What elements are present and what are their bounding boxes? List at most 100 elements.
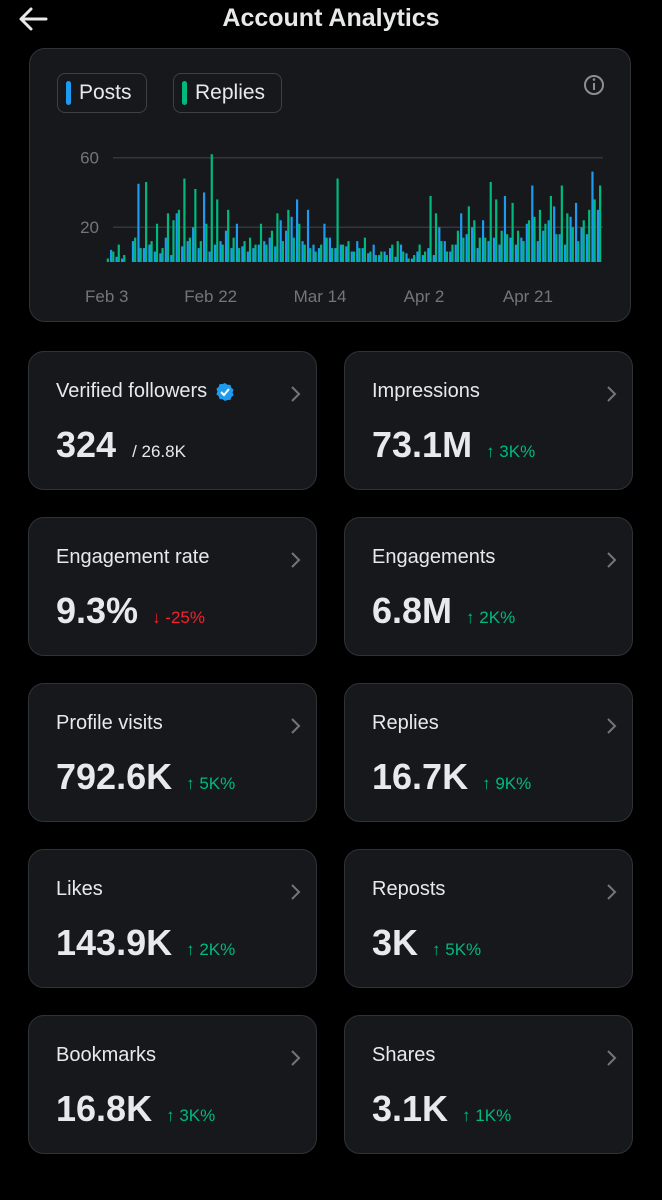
bar bbox=[208, 251, 211, 262]
legend-button[interactable]: Replies bbox=[173, 73, 282, 113]
metric-label: Likes bbox=[56, 878, 103, 900]
bar bbox=[585, 234, 589, 262]
bar bbox=[263, 241, 266, 262]
metric-label: Verified followers bbox=[56, 380, 208, 402]
metric-tile[interactable]: Profile visits 792.6K 5K% bbox=[28, 683, 317, 822]
bar bbox=[290, 216, 293, 262]
bar bbox=[172, 220, 175, 262]
bar bbox=[175, 213, 178, 262]
metric-tile[interactable]: Replies 16.7K 9K% bbox=[344, 683, 633, 822]
bar bbox=[478, 237, 481, 262]
x-tick-label: Feb 22 bbox=[184, 287, 237, 306]
metric-change: 3K% bbox=[166, 1106, 215, 1126]
bar bbox=[276, 213, 279, 262]
bar bbox=[538, 209, 542, 262]
metric-tile[interactable]: Shares 3.1K 1K% bbox=[344, 1015, 633, 1154]
bar bbox=[115, 256, 118, 262]
metric-tile[interactable]: Likes 143.9K 2K% bbox=[28, 849, 317, 988]
bar bbox=[402, 251, 405, 262]
bar bbox=[449, 251, 452, 262]
bar bbox=[295, 199, 299, 262]
bar bbox=[511, 202, 514, 262]
metric-label: Engagements bbox=[372, 546, 496, 568]
metric-change: 3K% bbox=[486, 442, 535, 462]
bar bbox=[112, 251, 115, 262]
bar bbox=[274, 246, 277, 262]
metric-tile[interactable]: Reposts 3K 5K% bbox=[344, 849, 633, 988]
bar bbox=[434, 213, 438, 262]
metric-label-row: Bookmarks bbox=[56, 1044, 156, 1067]
bar bbox=[460, 213, 463, 262]
bar bbox=[361, 248, 364, 262]
bar bbox=[378, 255, 381, 262]
metric-row: 16.8K 3K% bbox=[56, 1088, 215, 1130]
bar bbox=[153, 251, 156, 262]
y-tick-label: 60 bbox=[80, 149, 99, 168]
bar bbox=[145, 182, 148, 262]
bar bbox=[314, 251, 317, 262]
bar bbox=[394, 256, 397, 262]
metric-tile[interactable]: Impressions 73.1M 3K% bbox=[344, 351, 633, 490]
chevron bbox=[607, 1050, 617, 1066]
bar bbox=[443, 241, 446, 262]
bar bbox=[544, 223, 547, 262]
metric-row: 6.8M 2K% bbox=[372, 590, 515, 632]
legend-button[interactable]: Posts bbox=[57, 73, 147, 113]
metric-tile[interactable]: Bookmarks 16.8K 3K% bbox=[28, 1015, 317, 1154]
bar bbox=[139, 248, 142, 262]
bar bbox=[560, 185, 563, 262]
metric-tile[interactable]: Engagements 6.8M 2K% bbox=[344, 517, 633, 656]
bar bbox=[503, 195, 507, 262]
bar bbox=[536, 241, 539, 262]
bar bbox=[374, 255, 377, 262]
bar bbox=[520, 237, 523, 262]
bar bbox=[254, 244, 257, 262]
bar bbox=[367, 253, 370, 262]
metric-label: Reposts bbox=[372, 878, 446, 900]
bar bbox=[407, 258, 410, 262]
page-title: Account Analytics bbox=[222, 4, 440, 32]
bar bbox=[334, 248, 337, 262]
back-button[interactable] bbox=[18, 6, 48, 32]
x-tick-label: Apr 21 bbox=[503, 287, 553, 306]
metric-change: -25% bbox=[152, 608, 205, 628]
bar bbox=[476, 248, 479, 262]
metric-value: 324 bbox=[56, 424, 117, 465]
bar bbox=[498, 244, 501, 262]
bar bbox=[194, 188, 197, 262]
chevron bbox=[291, 386, 301, 402]
bar bbox=[484, 237, 487, 262]
bar bbox=[203, 192, 206, 262]
metric-tile[interactable]: Engagement rate 9.3% -25% bbox=[28, 517, 317, 656]
bar bbox=[580, 227, 583, 262]
metric-change: 1K% bbox=[462, 1106, 511, 1126]
metric-tile[interactable]: Verified followers 324 / 26.8K bbox=[28, 351, 317, 490]
bar bbox=[192, 227, 195, 262]
bar bbox=[577, 241, 580, 262]
metric-label: Profile visits bbox=[56, 712, 163, 734]
bar bbox=[142, 248, 146, 262]
metric-row: 16.7K 9K% bbox=[372, 756, 531, 798]
metric-value: 9.3% bbox=[56, 590, 139, 631]
bar bbox=[270, 230, 274, 262]
bar bbox=[445, 251, 449, 262]
bar bbox=[110, 249, 113, 262]
bar bbox=[481, 220, 485, 262]
bar bbox=[487, 241, 490, 262]
bar bbox=[298, 223, 301, 262]
x-tick-label: Apr 2 bbox=[404, 287, 445, 306]
metric-row: 792.6K 5K% bbox=[56, 756, 235, 798]
x-tick-label: Mar 14 bbox=[294, 287, 347, 306]
bar bbox=[303, 244, 306, 262]
legend-label: Replies bbox=[195, 81, 266, 104]
bar bbox=[227, 209, 230, 262]
info-icon[interactable] bbox=[584, 75, 604, 95]
bar bbox=[287, 209, 290, 262]
bar bbox=[471, 227, 474, 262]
bar bbox=[549, 195, 552, 262]
bar bbox=[571, 227, 574, 262]
metric-label: Bookmarks bbox=[56, 1044, 157, 1066]
bar bbox=[438, 227, 441, 262]
chevron bbox=[607, 386, 617, 402]
